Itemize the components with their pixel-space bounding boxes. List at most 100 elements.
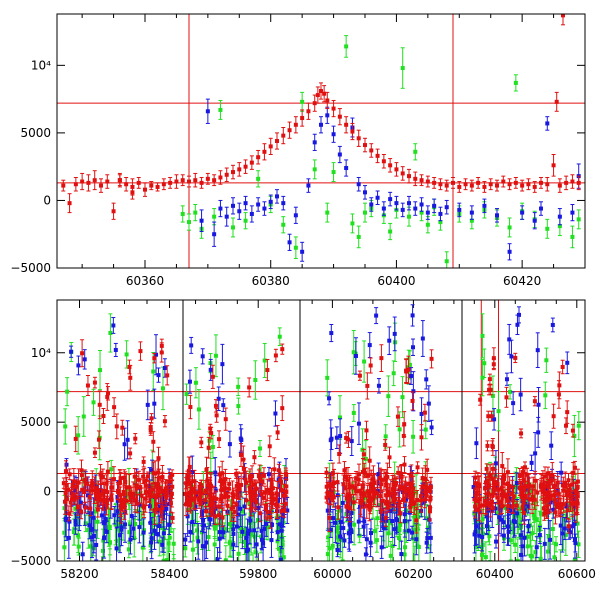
top-data-point (545, 218, 550, 239)
top-data-point (425, 205, 430, 220)
top-data-point (350, 213, 355, 234)
top-data-point (205, 172, 210, 185)
top-data-point (287, 121, 292, 139)
bottom-data-point (493, 450, 498, 477)
top-data-point (124, 176, 129, 192)
top-data-point (105, 174, 110, 189)
bottom-data-point (565, 351, 570, 375)
bottom-data-point (130, 492, 135, 503)
bottom-data-point (366, 566, 370, 600)
bottom-data-point (160, 366, 165, 411)
bottom-data-point (410, 391, 415, 411)
bottom-data-point (90, 478, 95, 493)
top-data-point (212, 221, 217, 247)
top-data-point (375, 190, 380, 205)
bottom-data-point (120, 419, 125, 436)
bottom-data-point (550, 317, 555, 333)
bottom-data-point (576, 411, 581, 441)
top-data-point (212, 174, 217, 187)
bottom-data-point (566, 472, 571, 488)
bottom-data-point (541, 500, 546, 517)
bottom-data-point (543, 381, 548, 410)
top-data-point (400, 202, 405, 218)
bottom-data-point (375, 475, 380, 507)
top-data-point (444, 199, 449, 215)
bottom-data-point (215, 547, 220, 561)
bottom-data-point (480, 313, 485, 359)
bottom-data-point (128, 524, 133, 555)
bottom-data-point (410, 338, 415, 356)
top-data-point (256, 170, 261, 188)
bottom-data-point (406, 520, 411, 542)
bottom-data-point (98, 350, 103, 391)
bottom-data-point (154, 334, 159, 376)
bottom-data-point (65, 377, 70, 407)
bottom-data-point (553, 536, 558, 553)
bottom-data-point (410, 525, 415, 540)
bottom-data-point (564, 490, 569, 500)
bottom-data-point (379, 535, 384, 559)
bottom-data-point (165, 365, 170, 386)
top-data-point (268, 194, 273, 210)
top-data-point (249, 155, 254, 170)
bottom-x-tick-label: 60600 (558, 567, 596, 581)
bottom-data-point (535, 332, 540, 369)
top-data-point (520, 179, 525, 192)
top-x-tick-label: 60360 (126, 274, 164, 288)
top-data-point (231, 217, 235, 238)
bottom-data-point (480, 508, 485, 529)
top-data-point (237, 162, 242, 177)
bottom-data-point (96, 430, 101, 449)
bottom-data-point (504, 386, 509, 408)
bottom-data-point (383, 439, 388, 451)
top-data-point (545, 116, 550, 131)
bottom-data-point (267, 435, 272, 458)
bottom-data-point (221, 398, 226, 413)
bottom-data-point (362, 340, 367, 383)
bottom-data-point (392, 316, 397, 352)
bottom-event-point (491, 463, 496, 475)
bottom-data-point (330, 480, 335, 490)
top-data-point (86, 174, 91, 192)
bottom-data-point (76, 537, 81, 556)
bottom-data-point (198, 483, 203, 506)
bottom-data-point (82, 349, 87, 370)
bottom-data-point (520, 500, 525, 513)
bottom-data-point (281, 536, 286, 561)
top-data-point (187, 213, 191, 231)
top-data-point (432, 176, 437, 189)
bottom-data-point (195, 520, 200, 555)
top-data-point (413, 143, 418, 161)
bottom-data-point (87, 511, 92, 540)
bottom-data-point (252, 450, 257, 465)
bottom-data-point (424, 491, 429, 501)
top-data-point (67, 193, 72, 214)
bottom-data-point (122, 427, 127, 461)
top-data-point (457, 202, 462, 218)
bottom-data-point (424, 531, 429, 554)
bottom-data-point (160, 464, 165, 490)
top-data-point (570, 225, 575, 249)
top-data-point (394, 162, 399, 177)
bottom-data-point (148, 425, 153, 436)
top-data-point (507, 217, 512, 238)
bottom-data-point (212, 485, 217, 510)
bottom-data-point (388, 540, 393, 561)
bottom-data-point (280, 343, 285, 355)
bottom-event-point (485, 440, 490, 452)
bottom-data-point (109, 482, 114, 511)
top-data-point (300, 241, 305, 262)
top-data-point (501, 175, 506, 188)
bottom-data-point (374, 527, 379, 553)
bottom-data-point (80, 339, 85, 368)
bottom-data-point (141, 518, 146, 547)
bottom-data-point (336, 494, 341, 520)
top-data-point (545, 176, 550, 192)
bottom-data-point (387, 446, 392, 469)
bottom-data-point (248, 468, 253, 486)
top-data-point (526, 178, 531, 191)
bottom-data-point (518, 377, 523, 412)
bottom-data-point (104, 495, 109, 510)
bottom-data-point (124, 340, 129, 369)
